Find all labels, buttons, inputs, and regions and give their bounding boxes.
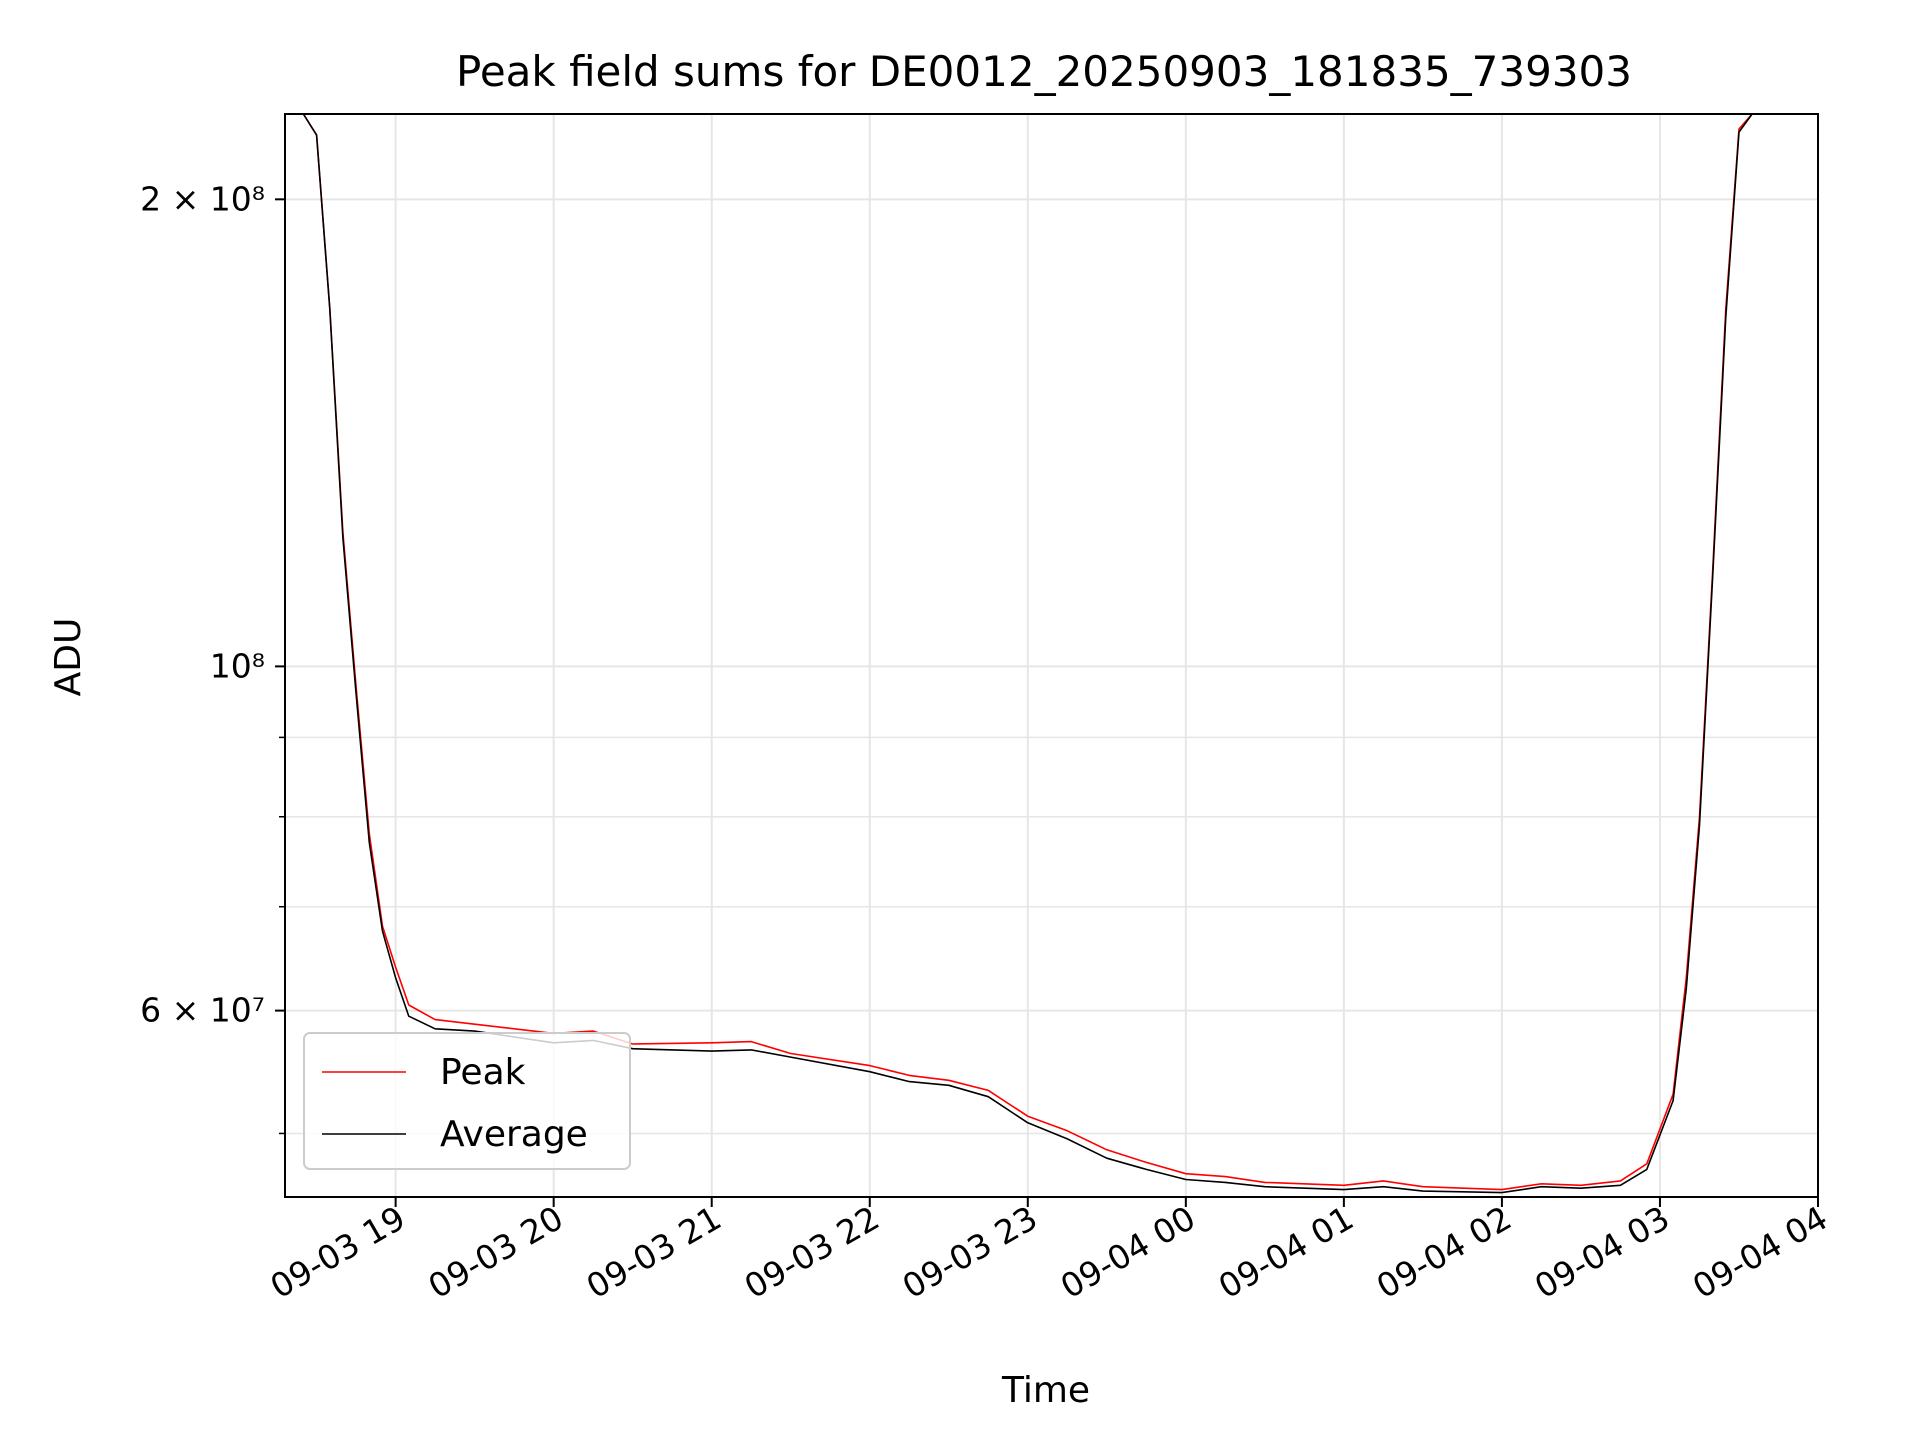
y-tick-label: 6 × 10⁷ xyxy=(140,991,265,1030)
legend: Peak Average xyxy=(303,1032,631,1170)
legend-label-peak: Peak xyxy=(440,1052,526,1093)
chart-title: Peak field sums for DE0012_20250903_1818… xyxy=(456,47,1632,96)
legend-label-average: Average xyxy=(440,1114,588,1155)
y-tick-label: 10⁸ xyxy=(210,646,265,685)
y-axis-label: ADU xyxy=(48,618,89,697)
x-axis-label: Time xyxy=(1001,1370,1090,1411)
plot-frame xyxy=(284,113,1819,1198)
y-tick-label: 2 × 10⁸ xyxy=(140,179,265,218)
series-line-peak xyxy=(285,113,1818,1191)
series-line-average xyxy=(285,113,1818,1194)
series-layer xyxy=(285,113,1818,1194)
legend-box xyxy=(303,1032,631,1170)
